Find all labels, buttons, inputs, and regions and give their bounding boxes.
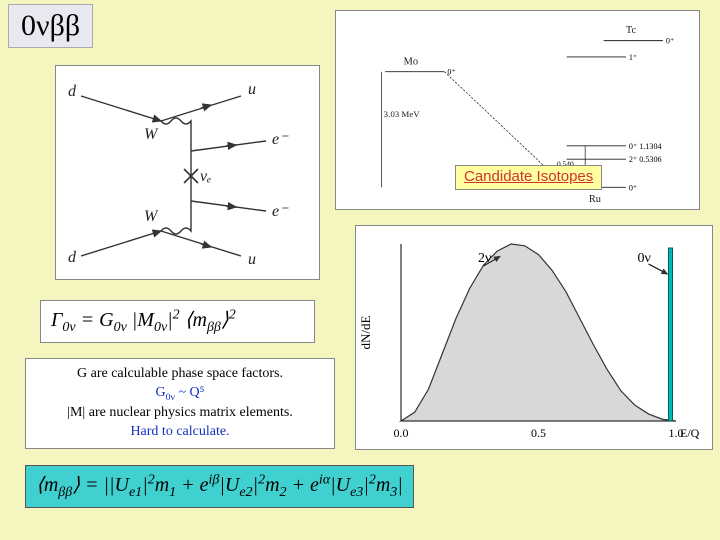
svg-text:0.0: 0.0 xyxy=(394,426,409,440)
title-text: 0νββ xyxy=(21,9,80,42)
svg-text:0⁺ 1.1304: 0⁺ 1.1304 xyxy=(629,142,662,151)
svg-text:2⁺ 0.5306: 2⁺ 0.5306 xyxy=(629,155,662,164)
svg-text:0⁺: 0⁺ xyxy=(629,183,637,192)
label-d-top: d xyxy=(68,83,77,100)
feynman-diagram: d u d u W W e⁻ e⁻ νₑ xyxy=(55,65,320,280)
label-u-top: u xyxy=(248,81,256,98)
rate-formula: Γ0ν = G0ν |M0ν|2 ⟨mββ⟩2 xyxy=(40,300,315,343)
feynman-svg: d u d u W W e⁻ e⁻ νₑ xyxy=(56,66,321,281)
iso-ru: Ru xyxy=(589,194,601,205)
svg-text:dN/dE: dN/dE xyxy=(358,315,373,349)
q-label: 3.03 MeV xyxy=(384,109,421,119)
iso-mo: Mo xyxy=(404,56,418,67)
explain-line2: G0ν ~ Q⁵ xyxy=(34,384,326,404)
label-W1: W xyxy=(144,126,159,143)
page-title: 0νββ xyxy=(8,4,93,48)
spectrum-plot: 0.00.51.0dN/dEE/Q2ν0ν xyxy=(355,225,713,450)
svg-text:0⁺: 0⁺ xyxy=(666,37,674,46)
spectrum-svg: 0.00.51.0dN/dEE/Q2ν0ν xyxy=(356,226,714,451)
label-W2: W xyxy=(144,208,159,225)
rate-lhs: Γ0ν = G0ν |M0ν|2 ⟨mββ⟩2 xyxy=(51,309,236,331)
label-d-bot: d xyxy=(68,249,77,266)
label-u-bot: u xyxy=(248,251,256,268)
label-nu: νₑ xyxy=(200,168,211,185)
explain-line4: Hard to calculate. xyxy=(34,423,326,442)
mbb-formula: ⟨mββ⟩ = ||Ue1|2m1 + eiβ|Ue2|2m2 + eiα|Ue… xyxy=(25,465,414,508)
mbb-content: ⟨mββ⟩ = ||Ue1|2m1 + eiβ|Ue2|2m2 + eiα|Ue… xyxy=(36,474,403,496)
label-e2: e⁻ xyxy=(272,203,289,220)
explain-line3: |M| are nuclear physics matrix elements. xyxy=(34,404,326,423)
svg-text:1⁺: 1⁺ xyxy=(629,53,637,62)
explain-line1: G are calculable phase space factors. xyxy=(34,365,326,384)
iso-tc: Tc xyxy=(626,25,637,36)
svg-text:2ν: 2ν xyxy=(478,251,491,266)
link-text: Candidate Isotopes xyxy=(464,168,593,185)
explanation-panel: G are calculable phase space factors. G0… xyxy=(25,358,335,449)
svg-text:0.5: 0.5 xyxy=(531,426,546,440)
label-e1: e⁻ xyxy=(272,131,289,148)
svg-text:E/Q: E/Q xyxy=(680,426,700,440)
candidate-isotopes-link[interactable]: Candidate Isotopes xyxy=(455,165,602,190)
